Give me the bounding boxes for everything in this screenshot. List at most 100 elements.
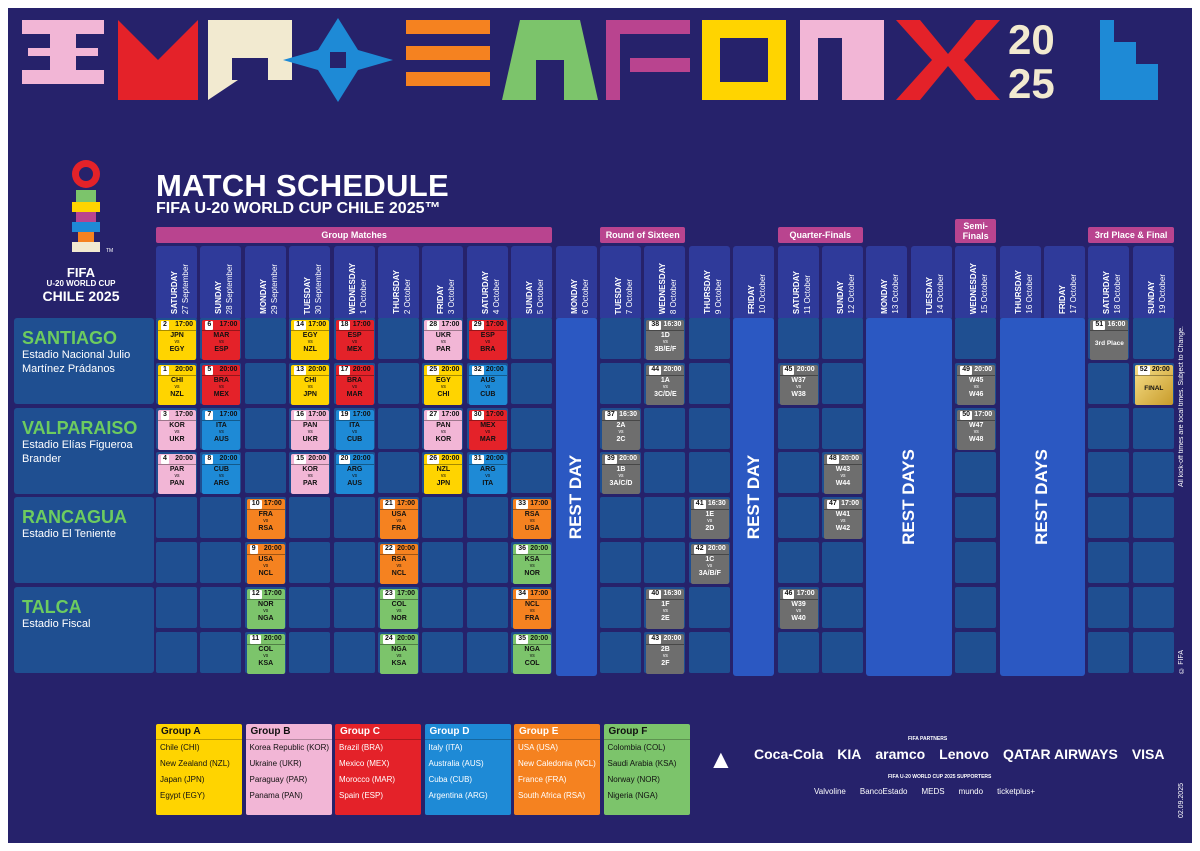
- match-card[interactable]: 18 17:00 ESP vs MEX: [335, 320, 374, 360]
- match-time: 20:00: [619, 455, 637, 463]
- match-card[interactable]: 4 20:00 PAR vs PAN: [158, 454, 196, 495]
- match-card[interactable]: 27 17:00 PAN vs KOR: [424, 409, 463, 450]
- match-vs: vs: [485, 339, 491, 345]
- match-vs: vs: [174, 339, 180, 345]
- schedule-cell: [955, 586, 997, 628]
- group-team: Japan (JPN): [160, 775, 205, 784]
- match-card[interactable]: 50 17:00 W47 vs W48: [957, 409, 996, 450]
- match-number: 10: [249, 500, 262, 510]
- match-card[interactable]: 29 17:00 ESP vs BRA: [468, 320, 507, 360]
- match-card[interactable]: 24 20:00 NGA vs KSA: [380, 633, 418, 674]
- match-card[interactable]: 20 20:00 ARG vs AUS: [335, 454, 374, 495]
- match-card[interactable]: 26 20:00 NZL vs JPN: [424, 454, 463, 495]
- schedule-poster: 20 25 FIFA U-20 WORLD CUP CHILE 2025 TM …: [8, 8, 1192, 843]
- svg-text:20: 20: [1008, 16, 1055, 63]
- match-card[interactable]: 33 17:00 RSA vs USA: [513, 499, 552, 540]
- match-card[interactable]: 8 20:00 CUB vs ARG: [202, 454, 241, 495]
- trophy-logo-icon: [72, 160, 100, 252]
- group-team: Cuba (CUB): [428, 775, 473, 784]
- match-card[interactable]: 10 17:00 FRA vs RSA: [246, 499, 285, 540]
- match-number: 17: [338, 365, 351, 375]
- match-time: 20:00: [308, 365, 327, 373]
- match-card[interactable]: 34 17:00 NCL vs FRA: [513, 588, 552, 629]
- venue-block: VALPARAISO Estadio Elías Figueroa Brander: [14, 407, 154, 494]
- day-weekday: SUNDAY: [836, 280, 845, 314]
- schedule-cell: [333, 631, 375, 673]
- match-team-home: NGA: [391, 645, 407, 653]
- match-card[interactable]: 37 16:30 2A vs 2C: [602, 409, 640, 450]
- sponsor-logo: VISA: [1131, 746, 1165, 762]
- match-card[interactable]: 3 17:00 KOR vs UKR: [158, 409, 196, 450]
- match-card[interactable]: 25 20:00 EGY vs CHI: [424, 364, 463, 405]
- match-card[interactable]: 7 17:00 ITA vs AUS: [202, 409, 241, 450]
- match-vs: vs: [707, 518, 713, 525]
- match-team-away: 3C/D/E: [654, 390, 677, 398]
- match-team-home: AUS: [480, 376, 496, 384]
- match-time: 20:00: [175, 365, 193, 373]
- match-card[interactable]: 23 17:00 COL vs NOR: [380, 588, 418, 629]
- match-card[interactable]: 38 16:30 1D vs 3B/E/F: [646, 320, 685, 360]
- schedule-cell: [1132, 586, 1174, 628]
- match-card[interactable]: 42 20:00 1C vs 3A/B/F: [690, 544, 729, 584]
- day-weekday: WEDNESDAY: [658, 262, 668, 314]
- match-card[interactable]: 11 20:00 COL vs KSA: [246, 633, 285, 674]
- match-number: 21: [383, 500, 395, 510]
- match-card[interactable]: 52 20:00 FINAL: [1134, 364, 1173, 405]
- match-team-away: W40: [791, 614, 806, 622]
- match-card[interactable]: 46 17:00 W39 vs W40: [779, 588, 818, 629]
- match-card[interactable]: 30 17:00 MEX vs MAR: [468, 409, 507, 450]
- match-team-away: COL: [524, 659, 540, 667]
- match-time: 16:00: [1107, 321, 1126, 328]
- match-number: 48: [827, 455, 839, 465]
- match-card[interactable]: 16 17:00 PAN vs UKR: [291, 409, 330, 450]
- match-card[interactable]: 22 20:00 RSA vs NCL: [380, 544, 418, 584]
- match-vs: vs: [440, 339, 446, 345]
- match-card[interactable]: 31 20:00 ARG vs ITA: [468, 454, 507, 495]
- match-card[interactable]: 5 20:00 BRA vs MEX: [202, 364, 241, 405]
- match-card[interactable]: 2 17:00 JPN vs EGY: [158, 320, 196, 360]
- match-number: 15: [294, 455, 306, 465]
- match-header: 29 17:00: [468, 320, 507, 331]
- rest-day-label: REST DAYS: [899, 449, 919, 545]
- match-card[interactable]: 17 20:00 BRA vs MAR: [335, 364, 374, 405]
- match-team-away: ESP: [214, 346, 229, 353]
- match-card[interactable]: 12 17:00 NOR vs NGA: [246, 588, 285, 629]
- match-card[interactable]: 39 20:00 1B vs 3A/C/D: [602, 454, 640, 495]
- schedule-cell: [822, 362, 863, 404]
- match-time: 20:00: [530, 634, 549, 642]
- match-card[interactable]: 36 20:00 KSA vs NOR: [513, 544, 552, 584]
- match-label: 3rd Place: [1094, 340, 1124, 347]
- match-card[interactable]: 40 16:30 1F vs 2E: [646, 588, 685, 629]
- match-card[interactable]: 41 16:30 1E vs 2D: [690, 499, 729, 540]
- schedule-cell: [1132, 318, 1174, 359]
- rest-day-block: REST DAY: [555, 318, 597, 676]
- match-card[interactable]: 45 20:00 W37 vs W38: [779, 364, 818, 405]
- match-card[interactable]: 19 17:00 ITA vs CUB: [335, 409, 374, 450]
- match-vs: vs: [618, 473, 624, 480]
- match-card[interactable]: 51 16:00 3rd Place: [1090, 320, 1129, 360]
- match-header: 13 20:00: [291, 365, 330, 376]
- match-card[interactable]: 48 20:00 W43 vs W44: [824, 454, 862, 495]
- schedule-cell: [333, 497, 375, 539]
- match-header: 9 20:00: [246, 544, 285, 555]
- schedule-cell: [777, 631, 819, 673]
- match-team-away: JPN: [303, 390, 317, 398]
- match-card[interactable]: 44 20:00 1A vs 3C/D/E: [646, 364, 685, 405]
- match-team-home: ARG: [346, 466, 363, 474]
- match-card[interactable]: 35 20:00 NGA vs COL: [513, 633, 552, 674]
- match-card[interactable]: 9 20:00 USA vs NCL: [246, 544, 285, 584]
- match-card[interactable]: 13 20:00 CHI vs JPN: [291, 364, 330, 405]
- match-card[interactable]: 1 20:00 CHI vs NZL: [158, 364, 196, 405]
- match-time: 17:00: [397, 589, 415, 597]
- match-team-away: KOR: [435, 435, 452, 443]
- match-card[interactable]: 32 20:00 AUS vs CUB: [468, 364, 507, 405]
- match-card[interactable]: 49 20:00 W45 vs W46: [957, 364, 996, 405]
- match-card[interactable]: 43 20:00 2B vs 2F: [646, 633, 685, 674]
- match-vs: vs: [440, 428, 446, 435]
- match-card[interactable]: 15 20:00 KOR vs PAR: [291, 454, 330, 495]
- match-card[interactable]: 47 17:00 W41 vs W42: [824, 499, 862, 540]
- match-card[interactable]: 6 17:00 MAR vs ESP: [202, 320, 241, 360]
- match-card[interactable]: 14 17:00 EGY vs NZL: [291, 320, 330, 360]
- match-card[interactable]: 28 17:00 UKR vs PAR: [424, 320, 463, 360]
- match-card[interactable]: 21 17:00 USA vs FRA: [380, 499, 418, 540]
